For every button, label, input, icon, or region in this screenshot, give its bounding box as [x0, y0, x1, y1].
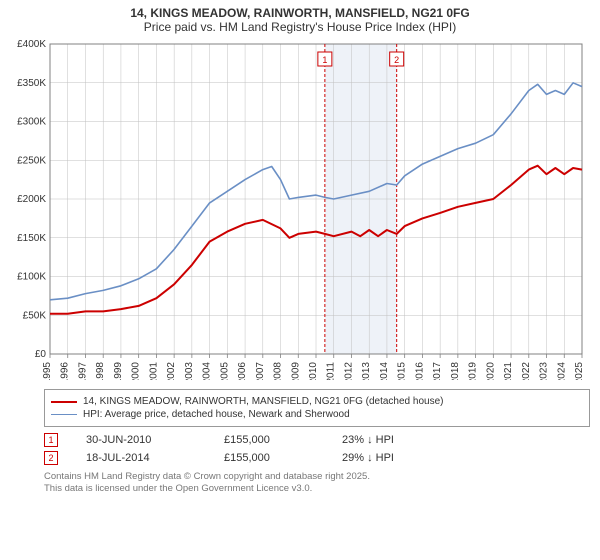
svg-text:2019: 2019 [468, 362, 479, 380]
svg-text:2016: 2016 [414, 362, 425, 380]
chart-svg: £0 £50K £100K £150K £200K £250K £300K £350K £400… [8, 40, 588, 380]
svg-text:2: 2 [394, 55, 399, 65]
sale-diff: 29% ↓ HPI [342, 452, 432, 464]
legend-item: HPI: Average price, detached house, Newa… [51, 409, 583, 420]
legend-swatch [51, 414, 77, 415]
sale-date: 30-JUN-2010 [86, 434, 196, 446]
legend: 14, KINGS MEADOW, RAINWORTH, MANSFIELD, … [44, 389, 590, 427]
svg-text:£200K: £200K [17, 194, 46, 205]
svg-text:£0: £0 [35, 349, 47, 360]
svg-text:2011: 2011 [326, 362, 337, 380]
sale-row: 1 30-JUN-2010 £155,000 23% ↓ HPI [44, 433, 590, 447]
svg-text:2004: 2004 [202, 362, 213, 380]
sale-price: £155,000 [224, 452, 314, 464]
svg-text:2017: 2017 [432, 362, 443, 380]
sale-date: 18-JUL-2014 [86, 452, 196, 464]
page-root: 14, KINGS MEADOW, RAINWORTH, MANSFIELD, … [0, 0, 600, 560]
svg-text:1996: 1996 [60, 362, 71, 380]
svg-text:£150K: £150K [17, 233, 46, 244]
footer-line2: This data is licensed under the Open Gov… [44, 483, 590, 495]
svg-text:1995: 1995 [42, 362, 53, 380]
svg-text:1: 1 [322, 55, 327, 65]
svg-text:2024: 2024 [556, 362, 567, 380]
svg-text:1999: 1999 [113, 362, 124, 380]
svg-text:2012: 2012 [343, 362, 354, 380]
title-line1: 14, KINGS MEADOW, RAINWORTH, MANSFIELD, … [0, 6, 600, 20]
legend-label: HPI: Average price, detached house, Newa… [83, 409, 350, 420]
svg-text:2010: 2010 [308, 362, 319, 380]
svg-text:2023: 2023 [539, 362, 550, 380]
svg-text:2009: 2009 [290, 362, 301, 380]
footer-line1: Contains HM Land Registry data © Crown c… [44, 471, 590, 483]
svg-text:2006: 2006 [237, 362, 248, 380]
svg-text:2005: 2005 [219, 362, 230, 380]
svg-text:£400K: £400K [17, 40, 46, 50]
sale-marker: 1 [44, 433, 58, 447]
sale-row: 2 18-JUL-2014 £155,000 29% ↓ HPI [44, 451, 590, 465]
sale-price: £155,000 [224, 434, 314, 446]
svg-text:2007: 2007 [255, 362, 266, 380]
svg-text:2025: 2025 [574, 362, 585, 380]
svg-text:1997: 1997 [77, 362, 88, 380]
legend-label: 14, KINGS MEADOW, RAINWORTH, MANSFIELD, … [83, 396, 443, 407]
svg-text:2022: 2022 [521, 362, 532, 380]
footer-attribution: Contains HM Land Registry data © Crown c… [44, 471, 590, 495]
svg-text:2002: 2002 [166, 362, 177, 380]
title-line2: Price paid vs. HM Land Registry's House … [0, 20, 600, 34]
svg-text:2018: 2018 [450, 362, 461, 380]
svg-text:£50K: £50K [23, 310, 47, 321]
sales-table: 1 30-JUN-2010 £155,000 23% ↓ HPI 2 18-JUL-201… [44, 433, 590, 465]
sale-diff: 23% ↓ HPI [342, 434, 432, 446]
svg-text:£250K: £250K [17, 155, 46, 166]
svg-text:£350K: £350K [17, 78, 46, 89]
svg-text:2000: 2000 [131, 362, 142, 380]
sale-marker: 2 [44, 451, 58, 465]
price-chart: £0 £50K £100K £150K £200K £250K £300K £350K £400… [8, 40, 590, 383]
legend-item: 14, KINGS MEADOW, RAINWORTH, MANSFIELD, … [51, 396, 583, 407]
svg-text:2021: 2021 [503, 362, 514, 380]
svg-text:2014: 2014 [379, 362, 390, 380]
svg-text:2008: 2008 [273, 362, 284, 380]
svg-text:2013: 2013 [361, 362, 372, 380]
svg-text:2001: 2001 [148, 362, 159, 380]
chart-title: 14, KINGS MEADOW, RAINWORTH, MANSFIELD, … [0, 0, 600, 36]
svg-text:2015: 2015 [397, 362, 408, 380]
legend-swatch [51, 401, 77, 403]
svg-text:1998: 1998 [95, 362, 106, 380]
svg-text:£300K: £300K [17, 117, 46, 128]
svg-text:2003: 2003 [184, 362, 195, 380]
svg-text:2020: 2020 [485, 362, 496, 380]
svg-text:£100K: £100K [17, 272, 46, 283]
